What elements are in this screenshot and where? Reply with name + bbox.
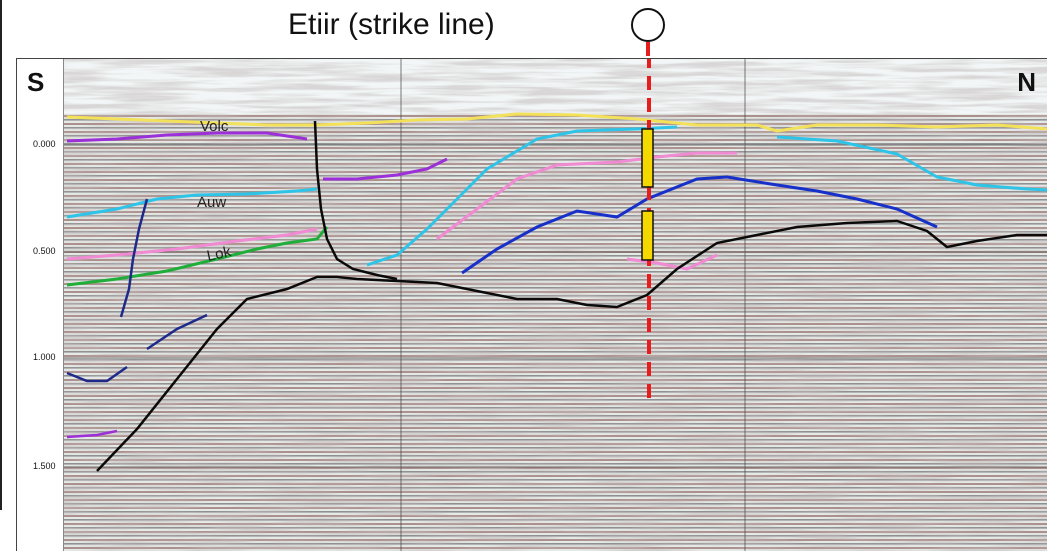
horizon-label-volc: Volc <box>200 118 229 135</box>
pink-horizon <box>66 151 737 271</box>
time-tick: 1.000 <box>33 352 56 362</box>
south-label: S <box>27 67 45 97</box>
blue-horizon <box>461 175 938 275</box>
time-tick: 0.000 <box>33 139 56 149</box>
navy-fault-left <box>119 198 149 318</box>
circle-icon <box>631 8 665 42</box>
seafloor-horizon <box>66 112 1047 133</box>
horizon-label-auw: Auw <box>197 194 226 211</box>
well-interval-lower <box>641 210 654 261</box>
north-label: N <box>1017 67 1036 97</box>
well-interval-upper <box>641 128 654 188</box>
black-normal-fault <box>313 120 398 281</box>
auw-horizon <box>66 125 1047 267</box>
seismic-section-panel: Volc Auw Lok 0.000 0.500 1.000 1.500 S N <box>16 58 1047 551</box>
time-axis: 0.000 0.500 1.000 1.500 <box>17 59 64 551</box>
grid <box>63 59 1047 551</box>
frame-left-rule <box>0 0 2 510</box>
section-title: Etiir (strike line) <box>288 8 495 41</box>
well-symbol-layer <box>631 8 665 60</box>
volc-horizon <box>66 131 448 181</box>
purple-horizon-deep <box>66 429 118 439</box>
seismic-section-canvas: Volc Auw Lok <box>63 59 1047 551</box>
horizon-label-lok: Lok <box>205 243 233 265</box>
navy-horizon-left <box>66 313 208 383</box>
lok-horizon <box>66 226 329 287</box>
black-fault-horizon <box>96 219 1047 472</box>
noise-overlay <box>63 59 1047 551</box>
time-tick: 0.500 <box>33 246 56 256</box>
time-tick: 1.500 <box>33 461 56 471</box>
